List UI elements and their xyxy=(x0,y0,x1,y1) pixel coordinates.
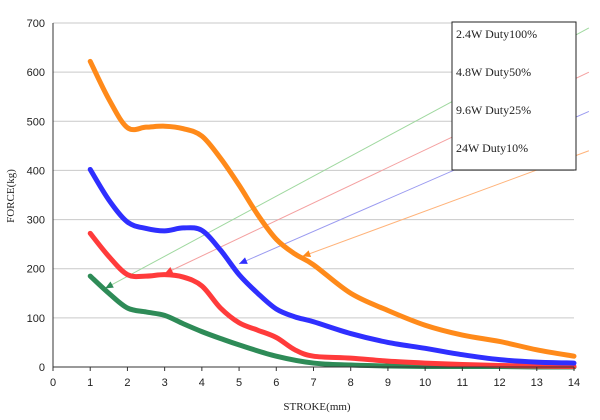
annotation-arrowhead-1 xyxy=(164,267,174,274)
x-tick-label-6: 6 xyxy=(273,377,279,389)
x-axis-title: STROKE(mm) xyxy=(283,401,351,413)
x-tick-label-7: 7 xyxy=(310,377,316,389)
y-tick-label-4: 400 xyxy=(27,165,45,177)
x-tick-label-1: 1 xyxy=(87,377,93,389)
legend-entry-0: 2.4W Duty100% xyxy=(456,27,537,41)
annotation-arrowhead-2 xyxy=(239,257,248,264)
y-tick-label-0: 0 xyxy=(39,362,45,374)
y-tick-label-7: 700 xyxy=(27,18,45,30)
x-tick-label-12: 12 xyxy=(493,377,505,389)
x-tick-label-3: 3 xyxy=(162,377,168,389)
y-tick-label-5: 500 xyxy=(27,116,45,128)
grid-layer xyxy=(53,22,574,319)
series-line-2 xyxy=(87,166,577,366)
y-tick-label-1: 100 xyxy=(27,313,45,325)
annotation-arrowhead-0 xyxy=(105,281,114,289)
series-line-0 xyxy=(87,273,577,370)
y-axis-title: FORCE(kg) xyxy=(5,169,17,223)
legend-entry-2: 9.6W Duty25% xyxy=(456,103,531,117)
annotation-arrowhead-3 xyxy=(302,250,312,257)
x-tick-label-9: 9 xyxy=(385,377,391,389)
legend-layer: 2.4W Duty100% 4.8W Duty50% 9.6W Duty25% 24W… xyxy=(451,21,577,171)
x-tick-label-5: 5 xyxy=(236,377,242,389)
x-tick-label-11: 11 xyxy=(457,377,468,389)
x-tick-label-8: 8 xyxy=(348,377,354,389)
x-tick-label-2: 2 xyxy=(124,377,130,389)
legend-entry-3: 24W Duty10% xyxy=(456,141,528,155)
x-tick-label-14: 14 xyxy=(568,377,580,389)
legend-box xyxy=(451,21,577,171)
x-tick-label-13: 13 xyxy=(531,377,543,389)
y-tick-label-2: 200 xyxy=(27,264,45,276)
series-line-3 xyxy=(87,58,577,359)
x-tick-label-10: 10 xyxy=(419,377,431,389)
y-tick-label-6: 600 xyxy=(27,67,45,79)
x-tick-label-0: 0 xyxy=(50,377,56,389)
legend-entry-1: 4.8W Duty50% xyxy=(456,65,531,79)
x-tick-label-4: 4 xyxy=(199,377,205,389)
y-tick-label-3: 300 xyxy=(27,215,45,227)
series-line-1 xyxy=(87,230,577,370)
